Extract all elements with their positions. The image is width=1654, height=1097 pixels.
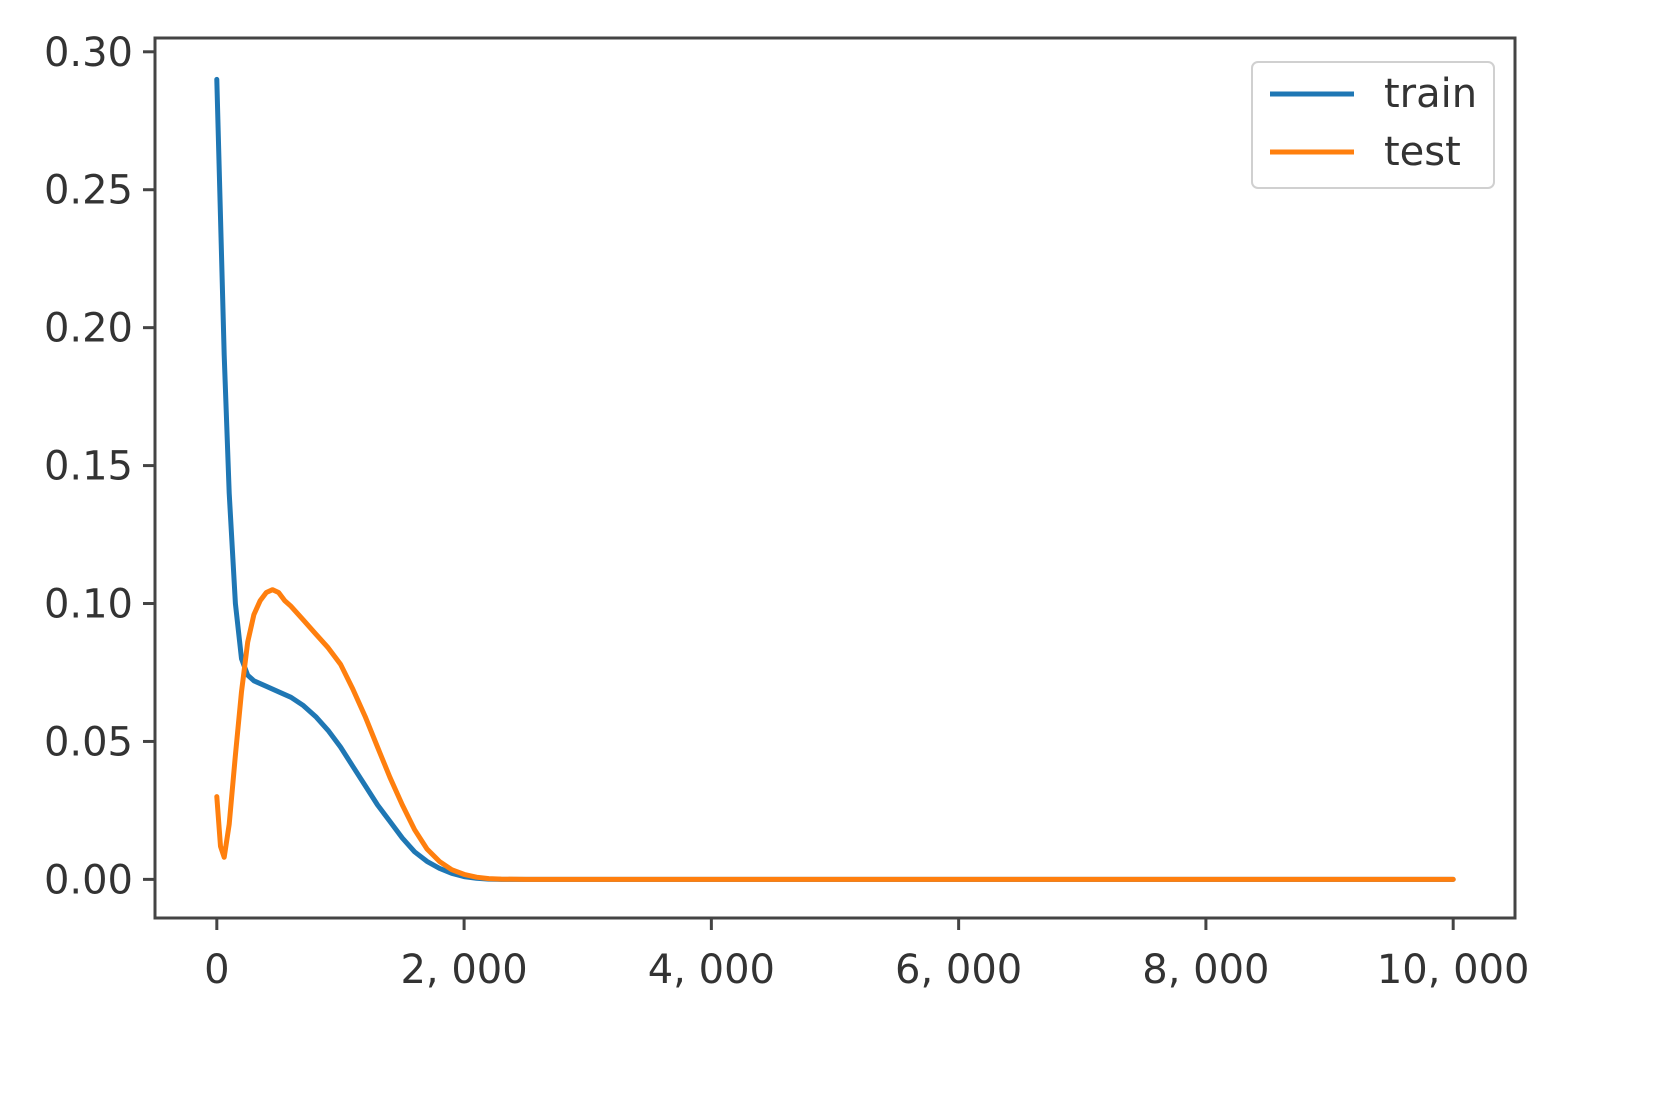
- series-line-test: [214, 587, 1456, 882]
- x-tick-label: 8, 000: [1142, 947, 1269, 993]
- axes: 0.00 0.05 0.10 0.15 0.20 0.25 0.30 0 2, 000 4, 00…: [44, 30, 1530, 993]
- x-tick-label: 6, 000: [895, 947, 1022, 993]
- legend: train test: [1251, 61, 1495, 189]
- y-tick-label: 0.20: [44, 306, 133, 352]
- plot-area: [214, 76, 1456, 882]
- y-tick-label: 0.10: [44, 582, 133, 628]
- y-tick-label: 0.25: [44, 168, 133, 214]
- y-tick-label: 0.30: [44, 30, 133, 76]
- y-tick-label: 0.05: [44, 719, 133, 765]
- y-tick-label: 0.15: [44, 444, 133, 490]
- y-tick-label: 0.00: [44, 857, 133, 903]
- x-tick-label: 10, 000: [1377, 947, 1530, 993]
- x-tick-label: 2, 000: [400, 947, 527, 993]
- legend-label-test: test: [1384, 129, 1461, 175]
- plot-frame: [153, 36, 1517, 920]
- x-tick-label: 4, 000: [648, 947, 775, 993]
- x-tick-label: 0: [204, 947, 229, 993]
- legend-label-train: train: [1384, 71, 1477, 117]
